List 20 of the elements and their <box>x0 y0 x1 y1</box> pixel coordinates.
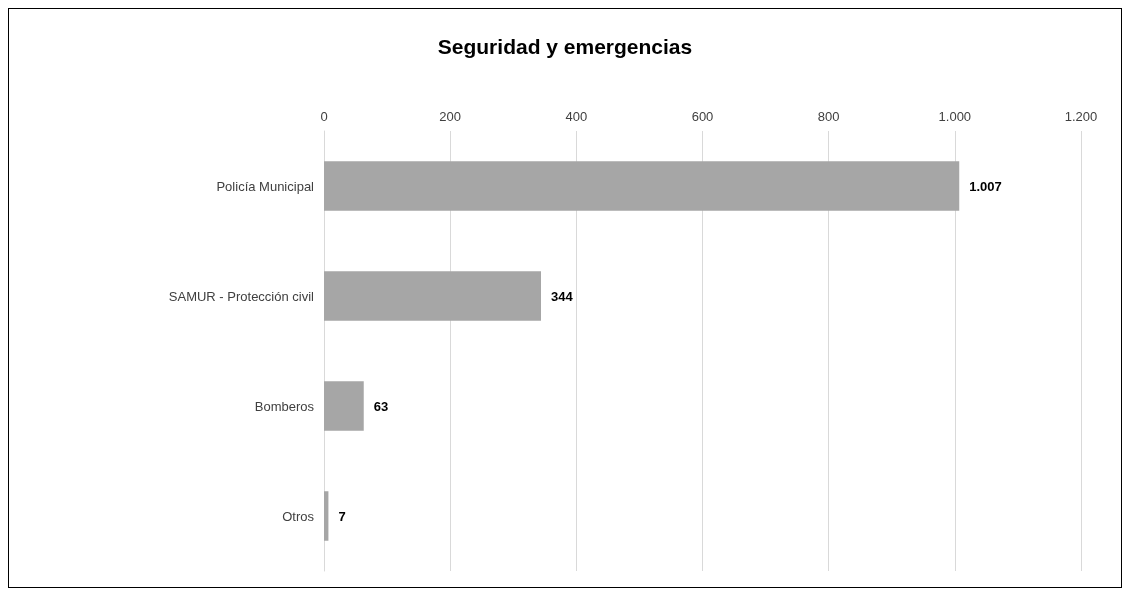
bar <box>324 491 329 541</box>
x-tick-label: 400 <box>565 109 588 124</box>
y-tick-label: Policía Municipal <box>216 178 315 194</box>
data-label: 7 <box>338 508 346 524</box>
x-tick-label: 800 <box>817 109 840 124</box>
chart-title: Seguridad y emergencias <box>437 35 693 58</box>
bar <box>324 381 364 431</box>
x-tick-label: 600 <box>691 109 714 124</box>
y-tick-label: Otros <box>282 508 315 524</box>
x-tick-label: 200 <box>439 109 462 124</box>
data-label: 344 <box>551 288 574 304</box>
data-label: 63 <box>373 398 389 414</box>
x-tick-label: 0 <box>320 109 328 124</box>
bar <box>324 271 542 321</box>
x-tick-label: 1.000 <box>938 109 972 124</box>
bar <box>324 161 960 211</box>
data-label: 1.007 <box>969 178 1002 194</box>
y-tick-label: Bomberos <box>254 398 315 414</box>
y-tick-label: SAMUR - Protección civil <box>168 288 315 304</box>
x-tick-label: 1.200 <box>1064 109 1098 124</box>
